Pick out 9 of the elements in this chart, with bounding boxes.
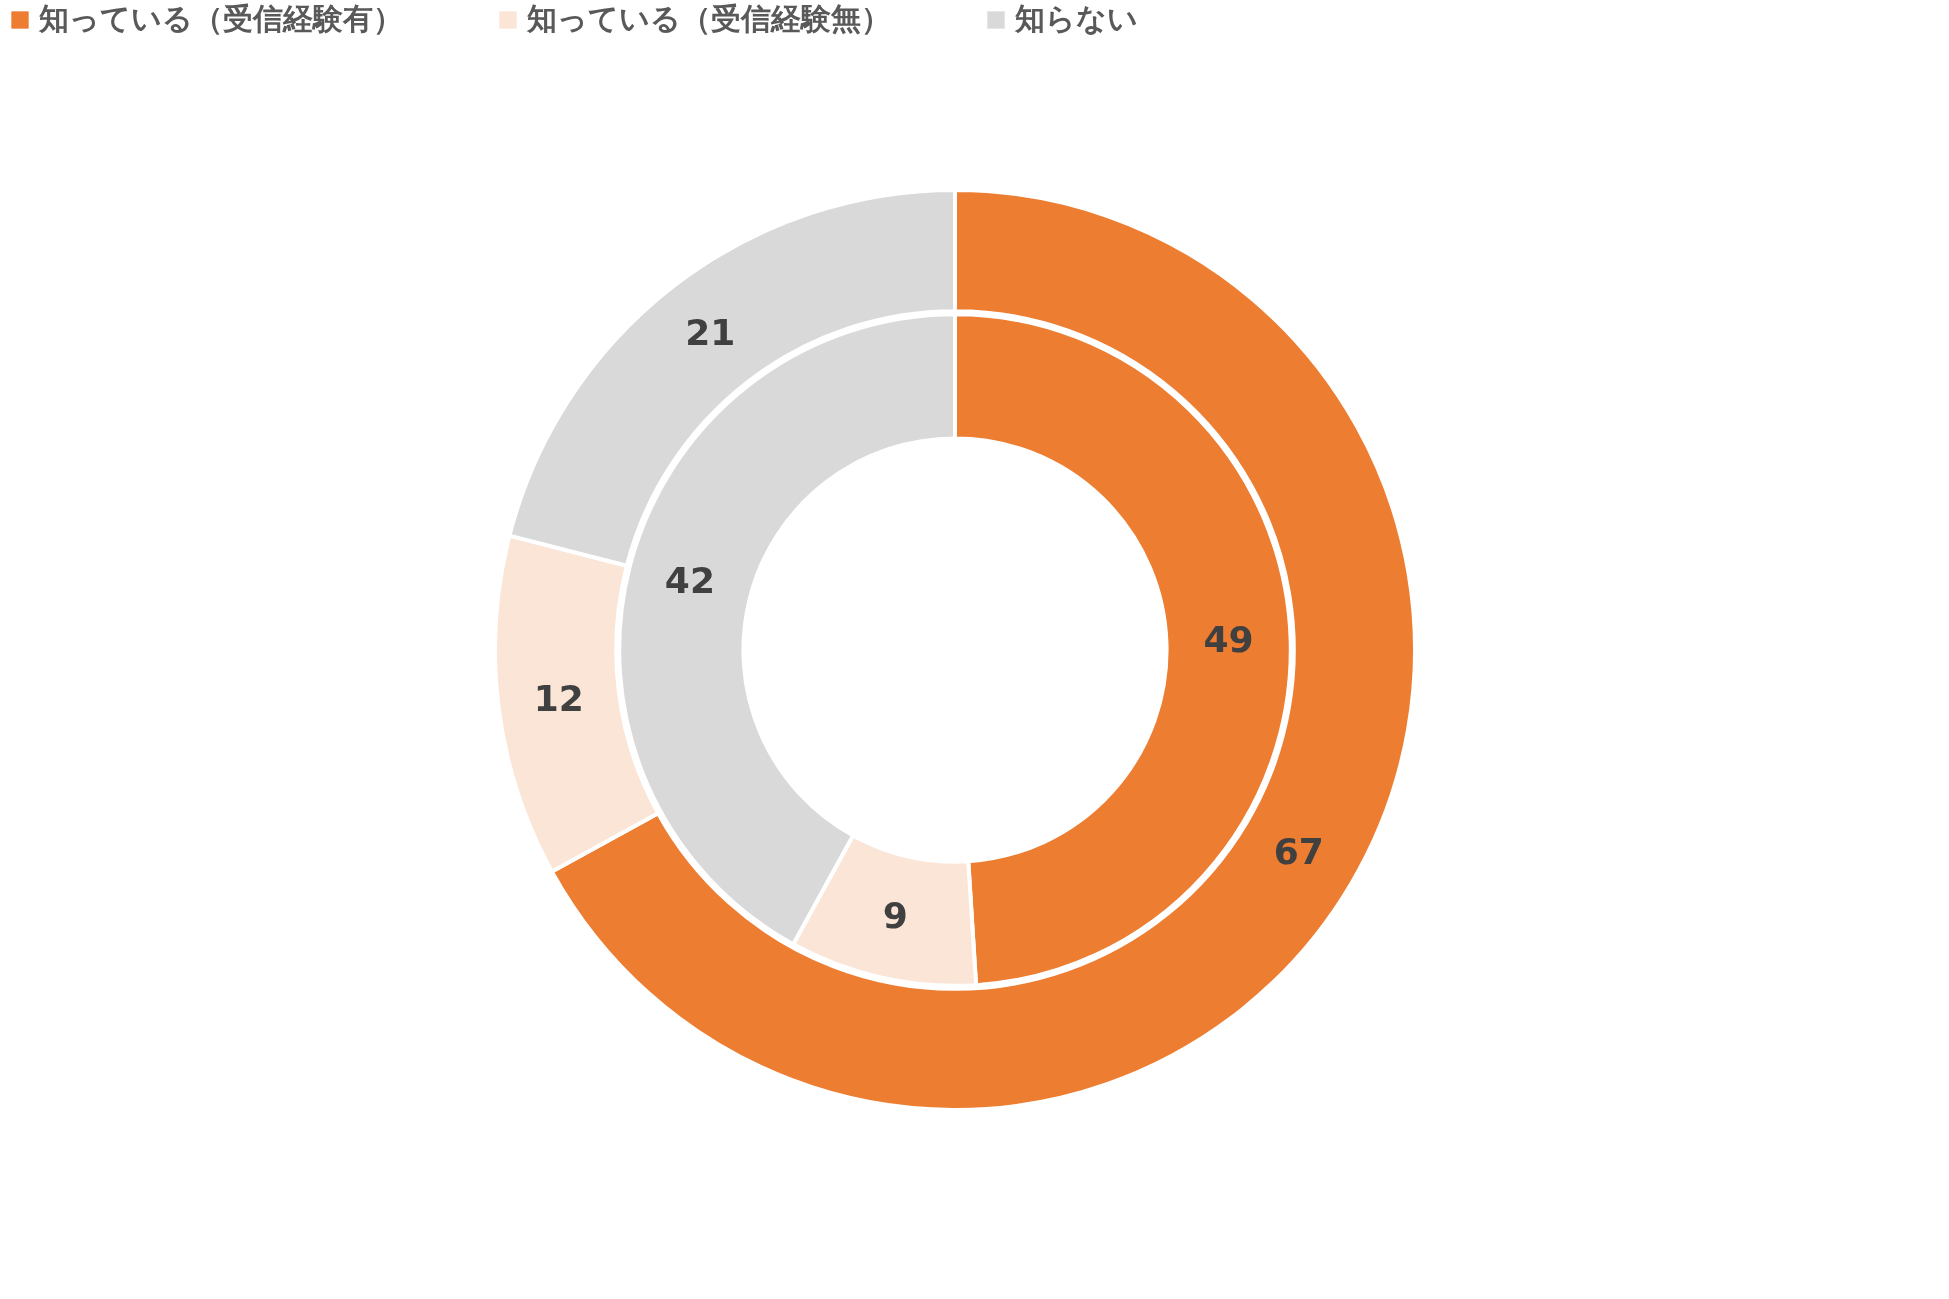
data-label: 67 [1273, 831, 1324, 873]
data-label: 49 [1203, 619, 1254, 661]
legend-label: 知っている（受信経験無） [526, 1, 891, 36]
legend-label: 知っている（受信経験有） [38, 1, 403, 36]
data-label: 21 [685, 312, 736, 354]
data-label: 42 [664, 559, 715, 601]
data-label: 12 [533, 678, 584, 720]
data-label: 9 [882, 895, 908, 937]
legend-label: 知らない [1014, 1, 1138, 36]
